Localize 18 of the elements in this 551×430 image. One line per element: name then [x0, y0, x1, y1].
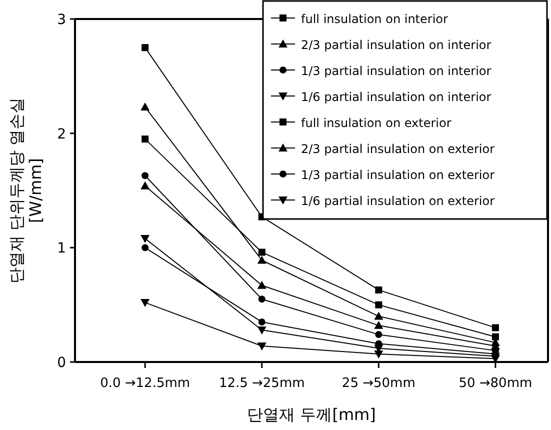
legend-label: 2/3 partial insulation on interior	[301, 38, 492, 52]
legend-label: 2/3 partial insulation on exterior	[301, 142, 495, 156]
legend-label: full insulation on exterior	[301, 116, 452, 130]
y-tick-label: 3	[57, 12, 66, 28]
y-tick-label: 1	[57, 240, 66, 257]
y-axis-title: 단열재 단위두께당 열손실 [W/mm]	[7, 97, 45, 284]
legend-label: 1/6 partial insulation on exterior	[301, 194, 495, 208]
y-tick-label: 0	[57, 355, 66, 371]
legend-label: full insulation on interior	[301, 12, 448, 26]
x-tick-label: 0.0 →12.5mm	[100, 376, 190, 391]
x-tick-label: 12.5 →25mm	[218, 376, 305, 391]
y-tick-label: 2	[57, 126, 66, 142]
x-tick-label: 25 →50mm	[342, 376, 416, 391]
legend-label: 1/3 partial insulation on exterior	[301, 168, 495, 182]
x-axis-title: 단열재 두께[mm]	[247, 405, 376, 424]
legend-label: 1/3 partial insulation on interior	[301, 64, 492, 78]
x-tick-label: 50 →80mm	[458, 376, 532, 391]
legend-label: 1/6 partial insulation on interior	[301, 90, 492, 104]
